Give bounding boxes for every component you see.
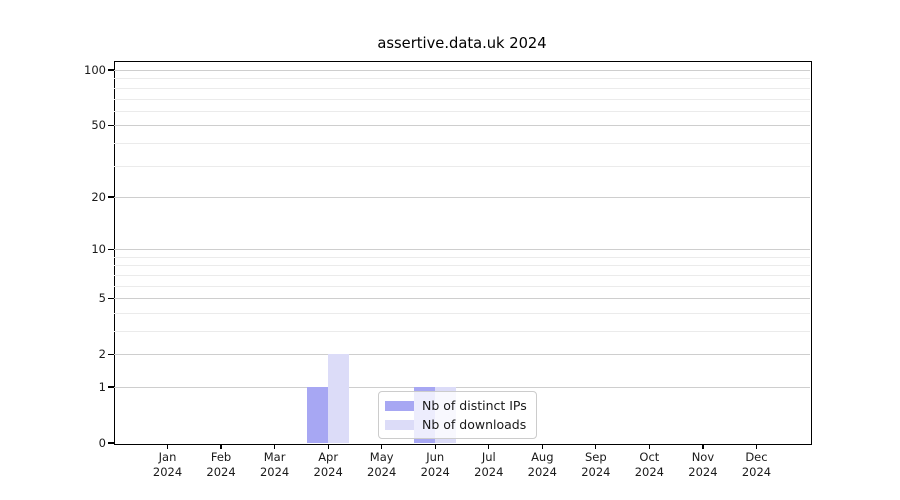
y-tick-mark	[108, 124, 114, 126]
x-tick-label: Apr 2024	[313, 450, 343, 479]
gridline-major	[114, 249, 810, 251]
legend-swatch-downloads-icon	[385, 419, 414, 430]
x-tick-label: Jan 2024	[152, 450, 183, 479]
y-tick-mark	[108, 248, 114, 250]
x-tick-label: Aug 2024	[527, 450, 557, 479]
gridline-minor	[114, 312, 810, 314]
gridline-minor	[114, 165, 810, 167]
x-tick-label: Sep 2024	[581, 450, 611, 479]
gridline-minor	[114, 78, 810, 80]
y-tick-mark	[108, 353, 114, 355]
x-tick-mark	[595, 444, 597, 449]
x-tick-mark	[274, 444, 276, 449]
legend-item-distinct-ips: Nb of distinct IPs	[385, 396, 527, 415]
gridline-major	[114, 70, 810, 72]
y-tick-mark	[108, 297, 114, 299]
x-tick-mark	[327, 444, 329, 449]
chart-title: assertive.data.uk 2024	[377, 35, 547, 52]
y-tick-label: 20	[91, 189, 106, 204]
y-tick-mark	[108, 386, 114, 388]
y-tick-label: 0	[98, 436, 106, 450]
x-tick-mark	[381, 444, 383, 449]
x-tick-mark	[166, 444, 169, 449]
plot-area	[114, 61, 812, 445]
x-tick-label: Jun 2024	[420, 450, 450, 479]
gridline-minor	[114, 265, 810, 267]
x-tick-mark	[755, 444, 758, 449]
y-tick-label: 1	[98, 379, 106, 394]
y-tick-label: 50	[91, 118, 106, 133]
y-tick-label: 10	[91, 242, 106, 257]
gridline-major	[114, 196, 810, 198]
y-tick-label: 2	[98, 347, 106, 362]
gridline-major	[114, 125, 810, 127]
gridline-minor	[114, 110, 810, 112]
x-tick-mark	[220, 444, 222, 449]
gridline-minor	[114, 98, 810, 100]
y-tick-mark	[108, 69, 114, 71]
gridline-major	[114, 298, 810, 300]
gridline-major	[114, 386, 810, 388]
y-tick-mark	[108, 442, 114, 444]
gridline-minor	[114, 142, 810, 144]
gridline-minor	[114, 87, 810, 89]
legend: Nb of distinct IPs Nb of downloads	[378, 391, 537, 439]
gridline-minor	[114, 285, 810, 287]
x-tick-label: Dec 2024	[741, 450, 772, 479]
bar-downloads-apr	[328, 354, 350, 443]
x-tick-mark	[434, 444, 436, 449]
x-tick-mark	[541, 444, 543, 449]
y-tick-label: 5	[98, 291, 106, 306]
x-tick-mark	[488, 444, 490, 449]
gridline-major	[114, 354, 810, 356]
x-tick-label: Jul 2024	[474, 450, 504, 479]
y-tick-label: 100	[84, 63, 106, 78]
x-tick-label: Mar 2024	[259, 450, 290, 479]
bar-distinct-ips-apr	[307, 386, 329, 443]
x-tick-mark	[648, 444, 650, 449]
legend-label-distinct-ips: Nb of distinct IPs	[422, 398, 527, 413]
y-tick-mark	[108, 196, 114, 198]
x-tick-label: Feb 2024	[206, 450, 236, 479]
gridline-minor	[114, 330, 810, 332]
x-tick-label: May 2024	[367, 450, 397, 479]
x-tick-label: Nov 2024	[688, 450, 718, 479]
legend-swatch-distinct-ips-icon	[385, 400, 414, 411]
x-tick-label: Oct 2024	[634, 450, 665, 479]
legend-item-downloads: Nb of downloads	[385, 415, 527, 434]
legend-label-downloads: Nb of downloads	[422, 417, 527, 432]
gridline-minor	[114, 256, 810, 258]
gridline-minor	[114, 274, 810, 276]
x-tick-mark	[702, 444, 704, 449]
